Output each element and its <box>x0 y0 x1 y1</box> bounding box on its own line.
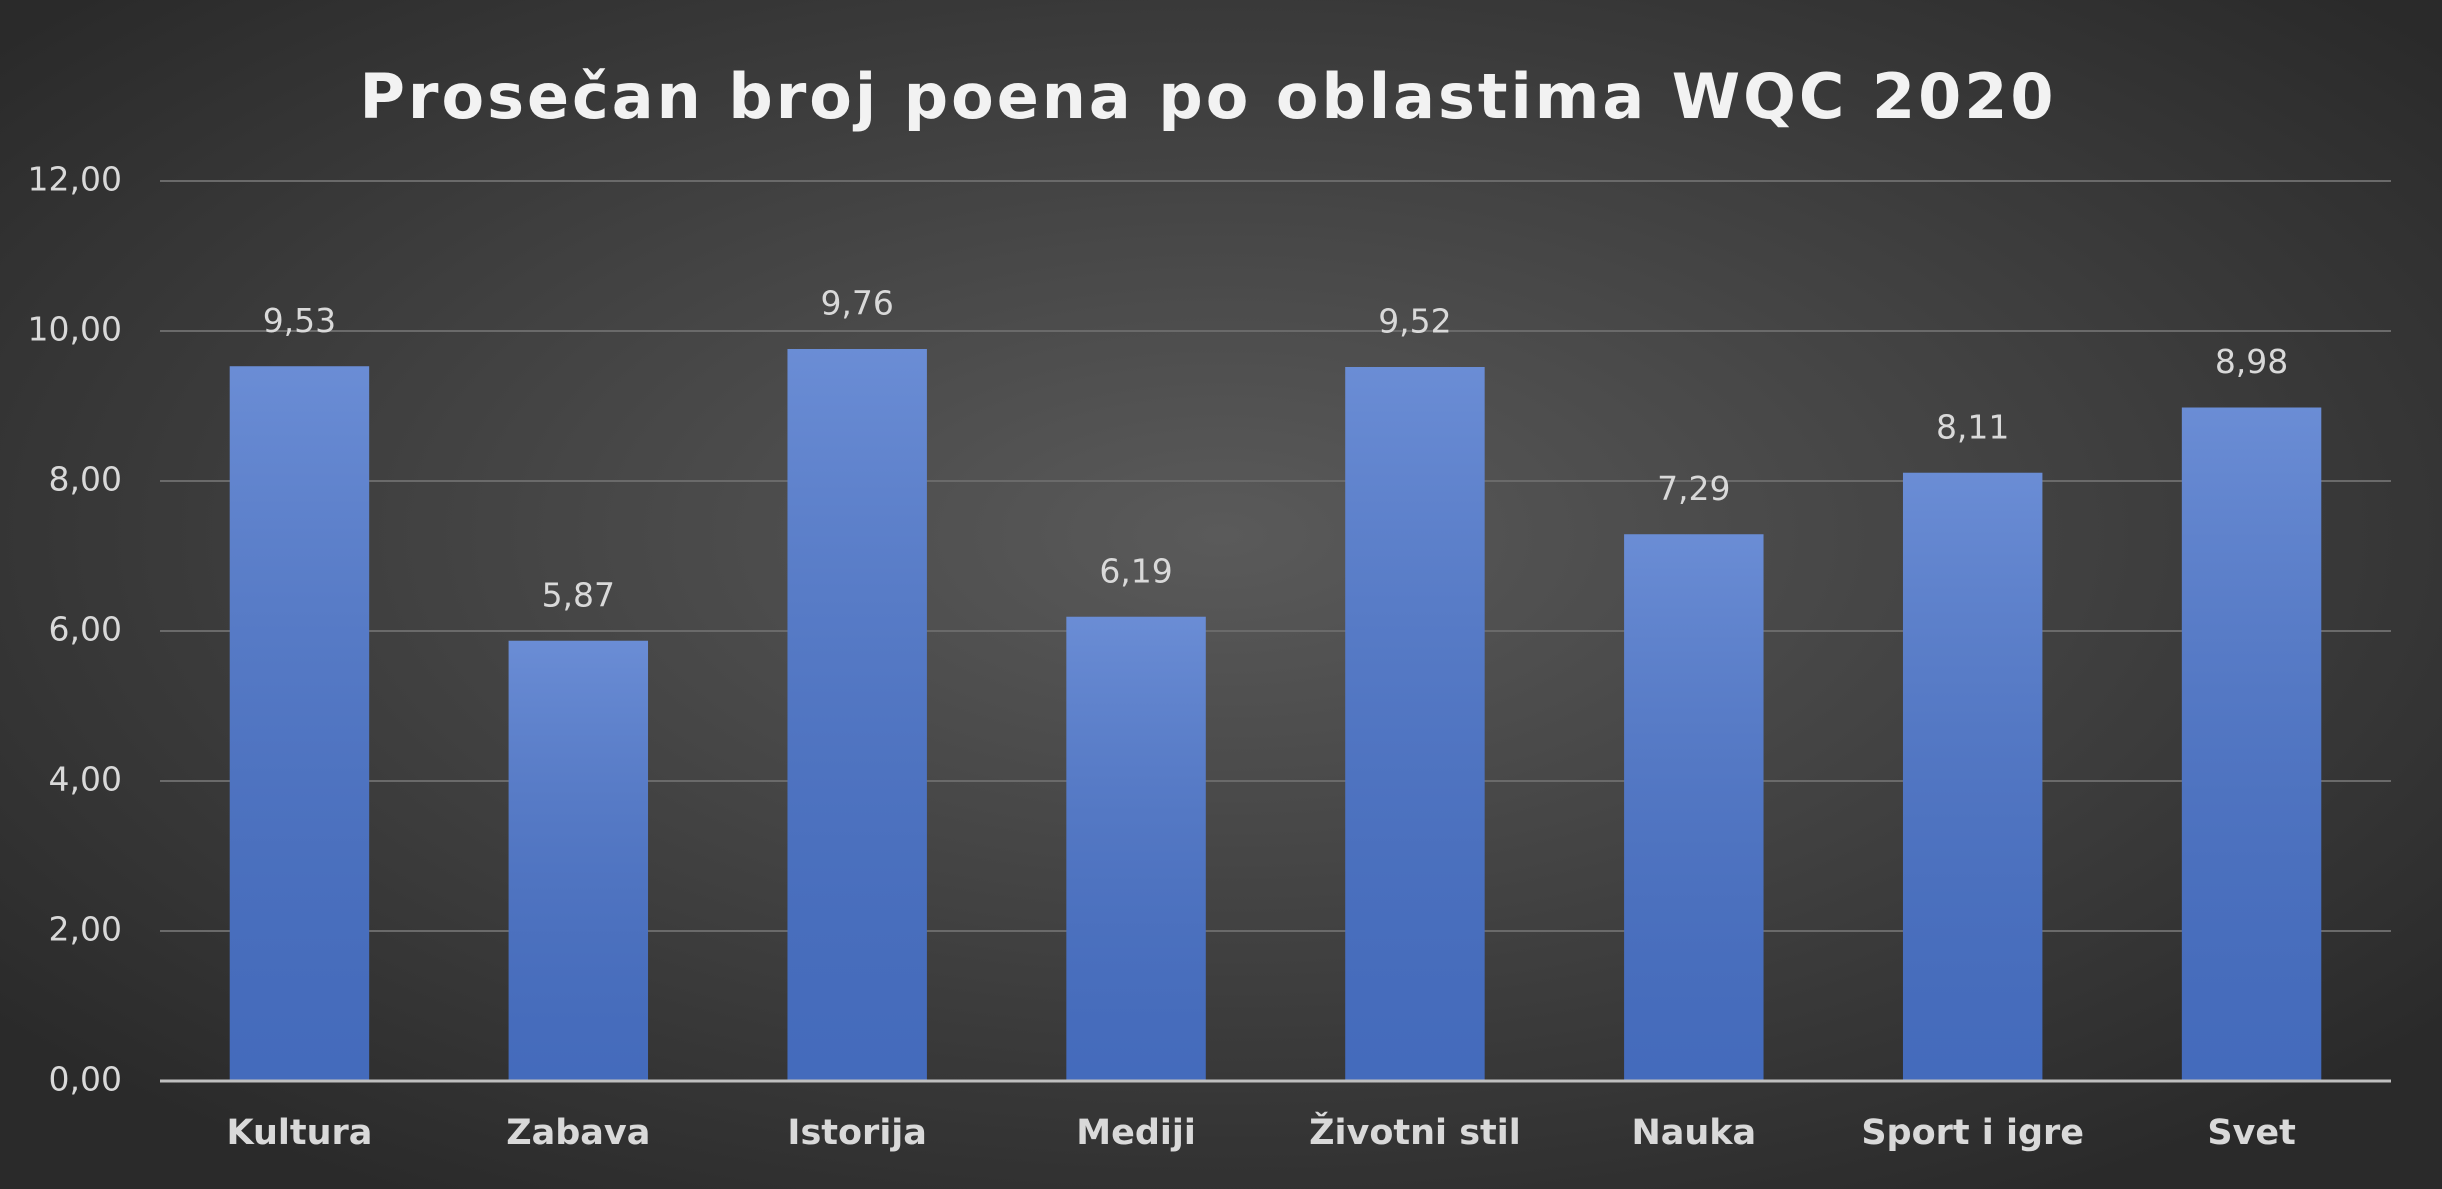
value-label: 8,98 <box>2215 342 2288 381</box>
value-label: 8,11 <box>1936 407 2009 446</box>
bar-shade <box>508 640 649 1081</box>
y-tick-label: 6,00 <box>49 610 122 649</box>
bar-shade <box>229 366 370 1081</box>
y-tick-label: 2,00 <box>49 910 122 949</box>
value-label: 6,19 <box>1099 551 1172 590</box>
plot-area: 0,00 2,00 4,00 6,00 8,00 10,00 12,00 Kultura 9,5… <box>28 160 2391 1153</box>
x-tick-label: Svet <box>2207 1113 2296 1153</box>
x-tick-label: Životni stil <box>1309 1111 1521 1153</box>
x-tick-label: Kultura <box>226 1113 372 1153</box>
y-tick-label: 10,00 <box>28 310 122 349</box>
value-label: 9,76 <box>820 284 893 323</box>
chart-title: Prosečan broj poena po oblastima WQC 202… <box>359 60 2056 133</box>
bar-shade <box>1902 472 2043 1081</box>
x-tick-label: Sport i igre <box>1861 1113 2084 1153</box>
value-label: 9,52 <box>1378 302 1451 341</box>
bar-shade <box>1624 534 1764 1081</box>
bar-shade <box>1066 616 1206 1081</box>
value-label: 5,87 <box>542 575 615 614</box>
bar-shade <box>787 349 927 1081</box>
bar-shade <box>2181 407 2322 1081</box>
x-tick-label: Zabava <box>506 1113 650 1153</box>
bar-shade <box>1345 367 1485 1081</box>
y-tick-label: 12,00 <box>28 160 122 199</box>
value-label: 9,53 <box>263 301 336 340</box>
y-tick-label: 8,00 <box>49 460 122 499</box>
x-tick-label: Nauka <box>1631 1113 1756 1153</box>
value-label: 7,29 <box>1657 469 1730 508</box>
x-tick-label: Mediji <box>1076 1113 1196 1153</box>
y-tick-label: 4,00 <box>49 760 122 799</box>
x-tick-label: Istorija <box>787 1113 927 1153</box>
y-tick-label: 0,00 <box>49 1060 122 1099</box>
